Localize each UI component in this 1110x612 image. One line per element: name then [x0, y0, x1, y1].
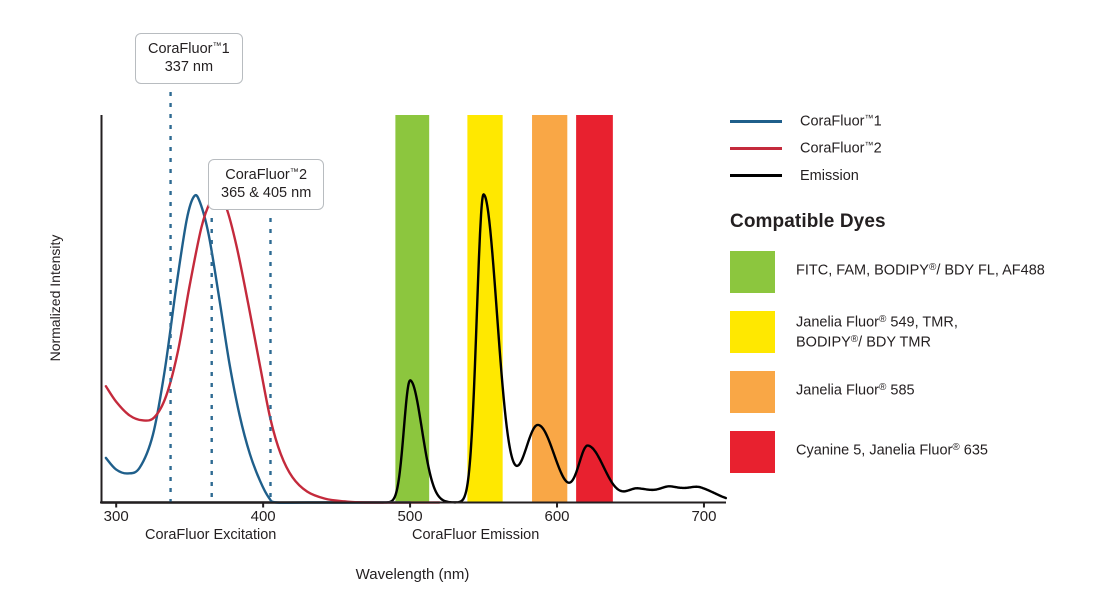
dye-legend-row-2[interactable]: Janelia Fluor® 585 — [730, 371, 1100, 414]
legend-series-row-1[interactable]: CoraFluor™2 — [730, 135, 1100, 162]
dye-color-swatch-icon — [730, 371, 775, 414]
compatible-dyes-list: FITC, FAM, BODIPY®/ BDY FL, AF488 Janelia… — [730, 251, 1100, 474]
corafluor2-excitation-curve — [104, 194, 441, 504]
series-legend: CoraFluor™1 CoraFluor™2 Emission — [730, 108, 1100, 189]
callout-cf1-value: 337 nm — [164, 59, 214, 76]
x-tick-label-400: 400 — [250, 508, 276, 525]
legend-series-label: Emission — [800, 167, 859, 184]
dye-legend-label: Janelia Fluor® 585 — [796, 382, 915, 399]
dye-color-swatch-icon — [730, 251, 775, 293]
x-tick-label-300: 300 — [103, 508, 129, 525]
callout-corafluor2: CoraFluor™2 365 & 405 nm — [208, 159, 325, 211]
dye-legend-label: FITC, FAM, BODIPY®/ BDY FL, AF488 — [796, 262, 1045, 279]
legend-line-swatch-icon — [730, 174, 782, 177]
legend-series-label: CoraFluor™1 — [800, 113, 882, 130]
trademark-symbol: ™ — [212, 40, 222, 51]
dye-legend-row-3[interactable]: Cyanine 5, Janelia Fluor® 635 — [730, 431, 1100, 474]
legend-line-swatch-icon — [730, 120, 782, 123]
band-orange — [532, 115, 568, 503]
x-axis-title: Wavelength (nm) — [355, 566, 470, 583]
x-tick-label-700: 700 — [691, 508, 717, 525]
x-tick-label-600: 600 — [544, 508, 570, 525]
band-red — [576, 115, 613, 503]
annotation-dashed-lines — [169, 92, 272, 503]
excitation-range-label: CoraFluor Excitation — [145, 527, 277, 543]
dye-legend-row-1[interactable]: Janelia Fluor® 549, TMR, BODIPY®/ BDY TMR — [730, 311, 1100, 353]
legend: CoraFluor™1 CoraFluor™2 Emission Compatibl… — [730, 108, 1100, 474]
callout-corafluor1: CoraFluor™1 337 nm — [135, 33, 243, 85]
dye-legend-label: Janelia Fluor® 549, TMR, BODIPY®/ BDY TMR — [796, 314, 958, 351]
callout-cf1-name: CoraFluor — [148, 41, 213, 57]
trademark-symbol: ™ — [289, 166, 299, 177]
dye-legend-label: Cyanine 5, Janelia Fluor® 635 — [796, 442, 988, 459]
dye-color-swatch-icon — [730, 311, 775, 353]
dye-legend-row-0[interactable]: FITC, FAM, BODIPY®/ BDY FL, AF488 — [730, 251, 1100, 293]
dye-color-swatch-icon — [730, 431, 775, 474]
callout-cf2-suffix: 2 — [298, 167, 308, 183]
emission-range-label: CoraFluor Emission — [412, 527, 540, 543]
y-axis-title: Normalized Intensity — [47, 234, 63, 362]
callout-cf2-name: CoraFluor — [225, 167, 290, 183]
x-axis-ticks — [115, 502, 705, 508]
dye-band-group — [395, 115, 613, 503]
callout-cf1-suffix: 1 — [221, 41, 230, 57]
legend-series-label: CoraFluor™2 — [800, 140, 882, 157]
callout-cf2-value: 365 & 405 nm — [221, 185, 312, 202]
legend-series-row-2[interactable]: Emission — [730, 162, 1100, 189]
x-tick-label-500: 500 — [397, 508, 423, 525]
legend-series-row-0[interactable]: CoraFluor™1 — [730, 108, 1100, 135]
legend-line-swatch-icon — [730, 147, 782, 150]
compatible-dyes-heading: Compatible Dyes — [730, 211, 886, 232]
